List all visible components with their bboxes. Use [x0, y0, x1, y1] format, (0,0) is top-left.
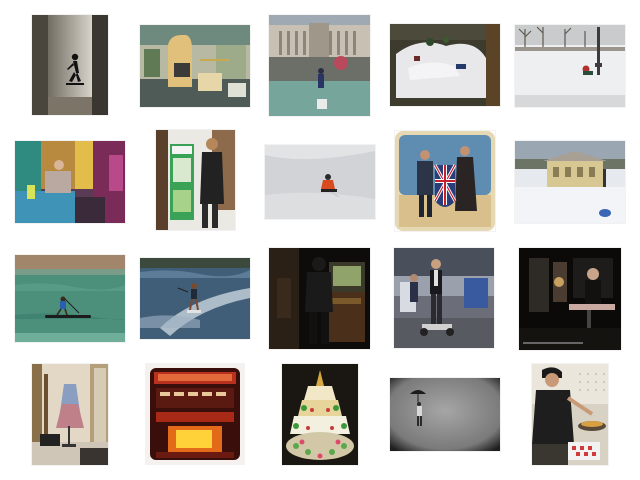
thumbnail-fountain-square[interactable]: [269, 15, 370, 116]
thumbnail-tourist-kiosk[interactable]: [156, 130, 235, 230]
thumbnail-snow-diorama[interactable]: [390, 24, 500, 106]
thumbnail-umbrella-rain[interactable]: [390, 378, 500, 451]
thumbnail-pagoda-cake[interactable]: [282, 364, 358, 465]
thumbnail-union-jack-shield[interactable]: [395, 131, 495, 231]
thumbnail-colorful-room[interactable]: [15, 141, 125, 223]
thumbnail-paddleboard[interactable]: [15, 255, 125, 342]
thumbnail-segway-exhibit[interactable]: [394, 248, 494, 348]
thumbnail-snow-house[interactable]: [515, 141, 625, 223]
thumbnail-snowy-park[interactable]: [515, 25, 625, 107]
thumbnail-water-skier[interactable]: [140, 258, 250, 339]
thumbnail-sled-rider[interactable]: [265, 145, 375, 219]
thumbnail-jukebox[interactable]: [146, 364, 244, 464]
thumbnail-dress-display[interactable]: [32, 364, 108, 465]
thumbnail-arcade-machine[interactable]: [269, 248, 370, 349]
thumbnail-library-chairs[interactable]: [140, 25, 250, 107]
thumbnail-stage-skateboard[interactable]: [519, 248, 621, 350]
thumbnail-man-cooking[interactable]: [532, 364, 608, 465]
thumbnail-skateboard-wall[interactable]: [32, 15, 108, 115]
